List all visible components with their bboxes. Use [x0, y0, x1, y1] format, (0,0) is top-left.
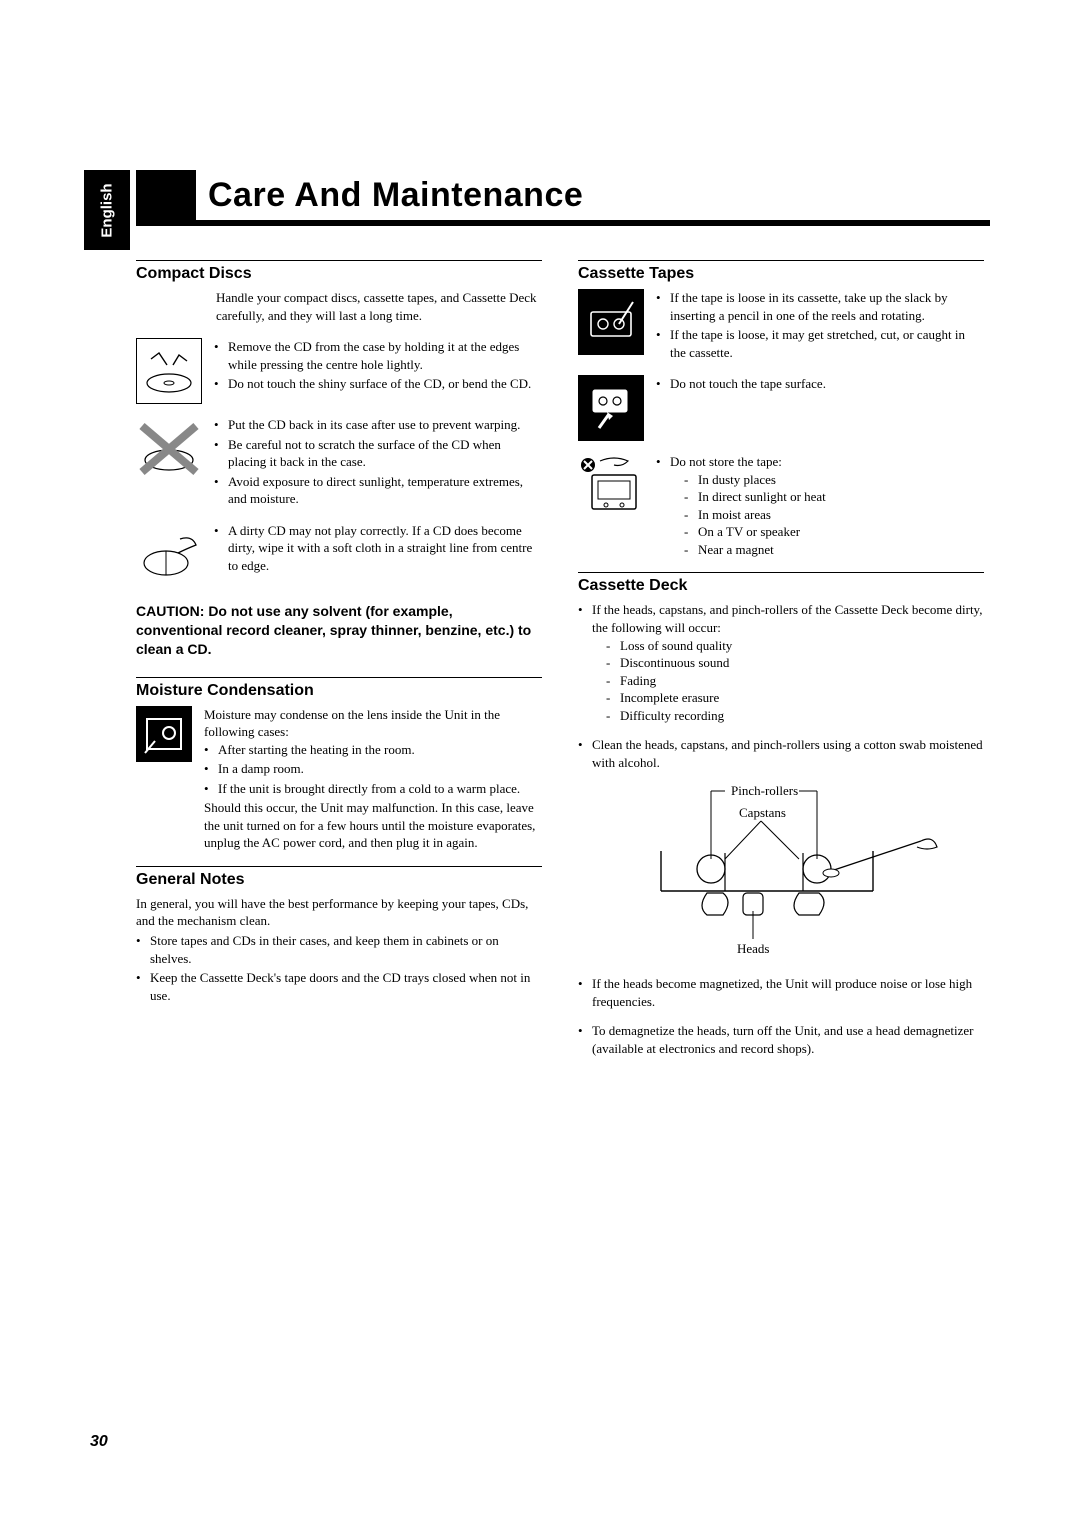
list-item: Near a magnet	[684, 541, 826, 559]
cd-wipe-icon	[136, 522, 202, 588]
title-block-icon	[136, 170, 196, 220]
deck-bullets-2: Clean the heads, capstans, and pinch-rol…	[578, 736, 984, 771]
deck-diagram: Pinch-rollers Capstans Heads	[621, 781, 941, 961]
compact-discs-intro: Handle your compact discs, cassette tape…	[216, 289, 542, 324]
list-item: Incomplete erasure	[606, 689, 984, 707]
list-item: After starting the heating in the room.	[204, 741, 542, 759]
language-tab: English	[84, 170, 130, 250]
list-item: Keep the Cassette Deck's tape doors and …	[136, 969, 542, 1004]
general-bullets: Store tapes and CDs in their cases, and …	[136, 932, 542, 1004]
moisture-lead: Moisture may condense on the lens inside…	[204, 706, 542, 741]
language-label: English	[99, 183, 116, 237]
tape-store-lead: Do not store the tape:	[670, 454, 782, 469]
list-item: If the tape is loose, it may get stretch…	[656, 326, 984, 361]
cd-bullets-3: A dirty CD may not play correctly. If a …	[214, 522, 542, 588]
moisture-row: Moisture may condense on the lens inside…	[136, 706, 542, 852]
moisture-bullets: After starting the heating in the room. …	[204, 741, 542, 798]
label-pinch: Pinch-rollers	[731, 783, 798, 798]
section-heading-compact-discs: Compact Discs	[136, 260, 542, 283]
list-item: Do not store the tape: In dusty places I…	[656, 453, 826, 558]
tape-bullets-2: Do not touch the tape surface.	[656, 375, 826, 441]
list-item: Discontinuous sound	[606, 654, 984, 672]
title-bar: Care And Maintenance	[136, 170, 990, 226]
tape-pencil-icon	[578, 289, 644, 355]
cd-remove-icon	[136, 338, 202, 404]
tape-bullets-1: If the tape is loose in its cassette, ta…	[656, 289, 984, 363]
list-item: Avoid exposure to direct sunlight, tempe…	[214, 473, 542, 508]
list-item: Difficulty recording	[606, 707, 984, 725]
cd-x-icon	[136, 416, 202, 482]
section-heading-tapes: Cassette Tapes	[578, 260, 984, 283]
list-item: Be careful not to scratch the surface of…	[214, 436, 542, 471]
label-heads: Heads	[737, 941, 770, 956]
tape-row-1: If the tape is loose in its cassette, ta…	[578, 289, 984, 363]
list-item: In a damp room.	[204, 760, 542, 778]
list-item: If the heads become magnetized, the Unit…	[578, 975, 984, 1010]
deck-dashes: Loss of sound quality Discontinuous soun…	[606, 637, 984, 725]
tape-row-2: Do not touch the tape surface.	[578, 375, 984, 441]
list-item: Remove the CD from the case by holding i…	[214, 338, 542, 373]
deck-b1-lead: If the heads, capstans, and pinch-roller…	[592, 602, 982, 635]
page: English Care And Maintenance Compact Dis…	[90, 170, 990, 1060]
list-item: In moist areas	[684, 506, 826, 524]
list-item: To demagnetize the heads, turn off the U…	[578, 1022, 984, 1057]
tape-storage-icon	[578, 453, 644, 519]
moisture-icon	[136, 706, 192, 762]
cd-bullets-1: Remove the CD from the case by holding i…	[214, 338, 542, 404]
list-item: Do not touch the tape surface.	[656, 375, 826, 393]
tape-touch-icon	[578, 375, 644, 441]
tape-bullets-3: Do not store the tape: In dusty places I…	[656, 453, 826, 558]
cd-row-2: Put the CD back in its case after use to…	[136, 416, 542, 510]
general-intro: In general, you will have the best perfo…	[136, 895, 542, 930]
list-item: Fading	[606, 672, 984, 690]
deck-bullets-4: To demagnetize the heads, turn off the U…	[578, 1022, 984, 1057]
section-heading-deck: Cassette Deck	[578, 572, 984, 595]
deck-bullets-1: If the heads, capstans, and pinch-roller…	[578, 601, 984, 724]
list-item: Loss of sound quality	[606, 637, 984, 655]
section-heading-general: General Notes	[136, 866, 542, 889]
cd-bullets-2: Put the CD back in its case after use to…	[214, 416, 542, 510]
list-item: If the unit is brought directly from a c…	[204, 780, 542, 798]
list-item: Clean the heads, capstans, and pinch-rol…	[578, 736, 984, 771]
list-item: A dirty CD may not play correctly. If a …	[214, 522, 542, 575]
list-item: In dusty places	[684, 471, 826, 489]
list-item: Store tapes and CDs in their cases, and …	[136, 932, 542, 967]
caution-text: CAUTION: Do not use any solvent (for exa…	[136, 602, 542, 659]
list-item: Put the CD back in its case after use to…	[214, 416, 542, 434]
list-item: If the heads, capstans, and pinch-roller…	[578, 601, 984, 724]
tape-row-3: Do not store the tape: In dusty places I…	[578, 453, 984, 560]
moisture-tail: Should this occur, the Unit may malfunct…	[204, 799, 542, 852]
left-column: Compact Discs Handle your compact discs,…	[136, 260, 542, 1060]
deck-bullets-3: If the heads become magnetized, the Unit…	[578, 975, 984, 1010]
list-item: Do not touch the shiny surface of the CD…	[214, 375, 542, 393]
page-title: Care And Maintenance	[208, 176, 583, 215]
cd-row-3: A dirty CD may not play correctly. If a …	[136, 522, 542, 588]
list-item: On a TV or speaker	[684, 523, 826, 541]
right-column: Cassette Tapes If the tape is loose in i…	[578, 260, 984, 1060]
content-columns: Compact Discs Handle your compact discs,…	[136, 260, 990, 1060]
page-number: 30	[90, 1433, 108, 1451]
cd-row-1: Remove the CD from the case by holding i…	[136, 338, 542, 404]
tape-block-3: Do not store the tape: In dusty places I…	[656, 453, 826, 560]
moisture-body: Moisture may condense on the lens inside…	[204, 706, 542, 852]
label-capstans: Capstans	[739, 805, 786, 820]
list-item: In direct sunlight or heat	[684, 488, 826, 506]
section-heading-moisture: Moisture Condensation	[136, 677, 542, 700]
tape-dashes: In dusty places In direct sunlight or he…	[684, 471, 826, 559]
list-item: If the tape is loose in its cassette, ta…	[656, 289, 984, 324]
